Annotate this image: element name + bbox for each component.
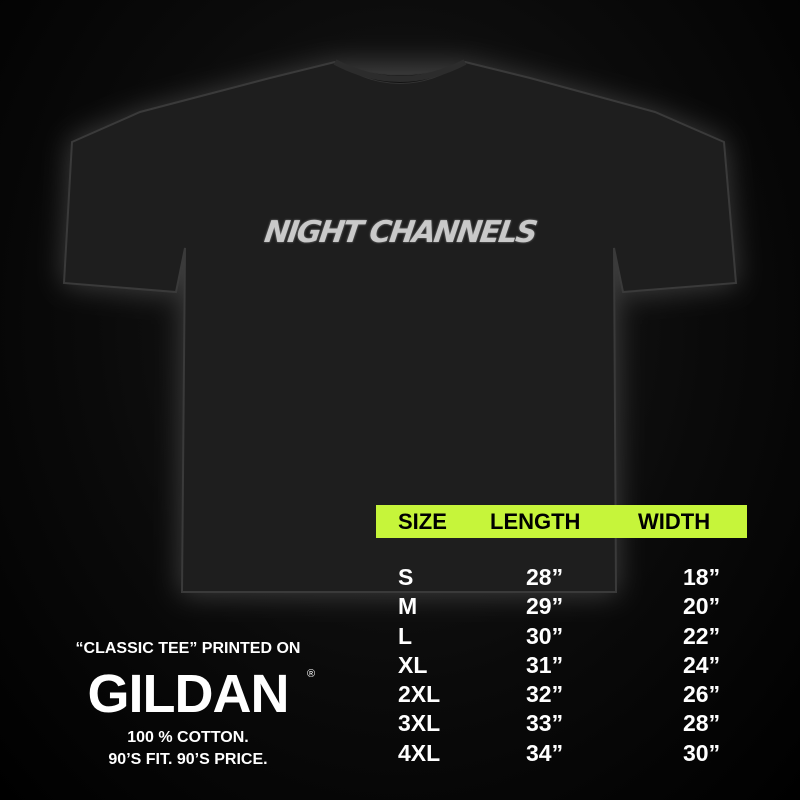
promo-line-1: 100 % COTTON. xyxy=(127,729,249,746)
gildan-logo-text: GILDAN xyxy=(87,664,290,724)
size-cell: 2XL xyxy=(398,681,441,707)
length-cell: 29” xyxy=(526,593,564,619)
width-cell: 26” xyxy=(683,681,721,707)
header-length: LENGTH xyxy=(490,509,581,534)
promo-line-2: 90’S FIT. 90’S PRICE. xyxy=(108,751,268,768)
table-row: S 28” 18” xyxy=(0,564,800,593)
table-row: 2XL 32” 26” xyxy=(0,681,800,710)
width-cell: 20” xyxy=(683,593,721,619)
table-row: L 30” 22” xyxy=(0,623,800,652)
header-size: SIZE xyxy=(398,509,447,534)
width-cell: 24” xyxy=(683,652,721,678)
width-cell: 28” xyxy=(683,710,721,736)
size-cell: 4XL xyxy=(398,740,441,766)
header-width: WIDTH xyxy=(638,509,711,534)
shirt-print-text: NIGHT CHANNELS xyxy=(262,215,538,250)
table-row: 3XL 33” 28” xyxy=(0,710,800,739)
size-cell: M xyxy=(398,593,418,619)
size-cell: XL xyxy=(398,652,428,678)
width-cell: 18” xyxy=(683,564,721,590)
length-cell: 33” xyxy=(526,710,564,736)
length-cell: 32” xyxy=(526,681,564,707)
table-row: M 29” 20” xyxy=(0,593,800,622)
length-cell: 34” xyxy=(526,740,564,766)
registered-mark: ® xyxy=(307,668,316,680)
length-cell: 31” xyxy=(526,652,564,678)
size-cell: 3XL xyxy=(398,710,441,736)
length-cell: 28” xyxy=(526,564,564,590)
size-cell: L xyxy=(398,623,413,649)
width-cell: 30” xyxy=(683,740,721,766)
length-cell: 30” xyxy=(526,623,564,649)
table-row: 4XL 34” 30” xyxy=(0,740,800,769)
gildan-logo: GILDAN xyxy=(30,664,346,724)
size-chart-header: SIZE LENGTH WIDTH xyxy=(376,505,747,538)
table-row: XL 31” 24” xyxy=(0,652,800,681)
size-cell: S xyxy=(398,564,414,590)
promo-tagline: “CLASSIC TEE” PRINTED ON xyxy=(75,640,301,657)
width-cell: 22” xyxy=(683,623,721,649)
